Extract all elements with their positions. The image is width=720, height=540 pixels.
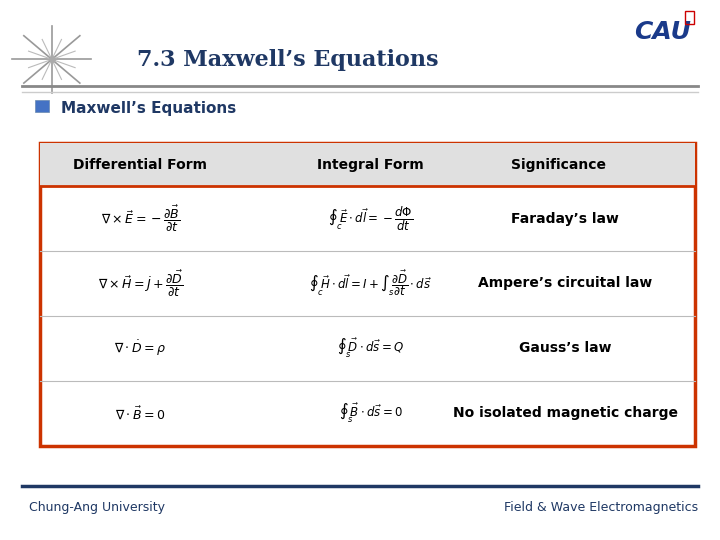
Text: CAU: CAU <box>634 21 690 44</box>
Bar <box>685 11 694 24</box>
Text: Faraday’s law: Faraday’s law <box>511 212 619 226</box>
Text: Field & Wave Electromagnetics: Field & Wave Electromagnetics <box>504 501 698 514</box>
Text: Ampere’s circuital law: Ampere’s circuital law <box>478 276 652 291</box>
Bar <box>35 100 49 112</box>
Text: $\nabla \cdot \vec{B} = 0$: $\nabla \cdot \vec{B} = 0$ <box>115 405 166 421</box>
Text: $\oint_c \!\vec{H} \cdot d\vec{l} = I + \int_s \!\dfrac{\partial \vec{D}}{\parti: $\oint_c \!\vec{H} \cdot d\vec{l} = I + … <box>309 269 433 298</box>
Text: Gauss’s law: Gauss’s law <box>519 341 611 355</box>
Bar <box>40 143 695 446</box>
Text: Chung-Ang University: Chung-Ang University <box>29 501 165 514</box>
Text: Differential Form: Differential Form <box>73 158 207 172</box>
Text: $\nabla \cdot \dot{D} = \rho$: $\nabla \cdot \dot{D} = \rho$ <box>114 339 166 358</box>
Text: Significance: Significance <box>510 158 606 172</box>
Text: $\nabla \times \vec{H} = \dot{J} + \dfrac{\partial \vec{D}}{\partial t}$: $\nabla \times \vec{H} = \dot{J} + \dfra… <box>98 268 183 299</box>
Text: 7.3 Maxwell’s Equations: 7.3 Maxwell’s Equations <box>137 50 438 71</box>
Text: $\oint_s \!\vec{B} \cdot d\vec{s} = 0$: $\oint_s \!\vec{B} \cdot d\vec{s} = 0$ <box>339 401 402 425</box>
Bar <box>40 143 695 186</box>
Text: No isolated magnetic charge: No isolated magnetic charge <box>453 406 678 420</box>
Text: Integral Form: Integral Form <box>318 158 424 172</box>
Text: Maxwell’s Equations: Maxwell’s Equations <box>61 100 236 116</box>
Text: $\nabla \times \vec{E} = -\dfrac{\partial \vec{B}}{\partial t}$: $\nabla \times \vec{E} = -\dfrac{\partia… <box>101 204 180 234</box>
Text: $\oint_s \!\vec{D} \cdot d\vec{s} = Q$: $\oint_s \!\vec{D} \cdot d\vec{s} = Q$ <box>338 336 404 360</box>
Text: $\oint_c \!\vec{E} \cdot d\vec{l} = -\dfrac{d\Phi}{dt}$: $\oint_c \!\vec{E} \cdot d\vec{l} = -\df… <box>328 205 413 233</box>
